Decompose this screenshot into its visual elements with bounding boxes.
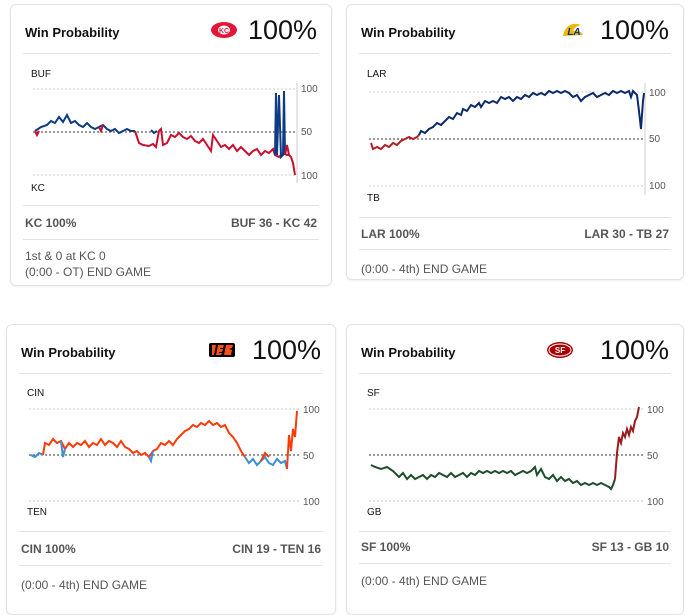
divider [23,53,319,54]
axis-label-50: 50 [301,127,313,138]
chiefs-logo-icon: KC [211,22,237,38]
status-line: (0:00 - 4th) END GAME [361,574,488,588]
bottom-team-segment [30,451,44,459]
axis-label-100-bottom: 100 [301,171,318,182]
win-percent: 100% [251,335,321,365]
winner-text: LAR 100% [361,227,420,241]
win-percent: 100% [247,15,317,45]
top-team-line [42,419,246,459]
divider [19,373,323,374]
bottom-team-line [370,134,420,151]
score-text: BUF 36 - KC 42 [230,216,317,230]
divider [19,531,323,532]
status-line: (0:00 - 4th) END GAME [21,578,148,592]
axis-label-100-bottom: 100 [303,497,320,508]
game-status: (0:00 - 4th) END GAME [361,573,487,589]
divider [359,217,671,218]
card-title: Win Probability [21,345,116,360]
bottom-team-label: KC [31,183,45,194]
bottom-team-end [284,144,296,176]
top-team-line [418,89,645,136]
score-text: CIN 19 - TEN 16 [232,542,321,556]
winner-text: CIN 100% [21,542,76,556]
axis-label-100-bottom: 100 [649,181,666,192]
top-team-segment [150,129,158,135]
game-status: 1st & 0 at KC 0 (0:00 - OT) END GAME [25,248,151,280]
divider [359,249,671,250]
divider [359,531,671,532]
top-team-end [286,410,298,470]
winner-text: SF 100% [361,540,411,554]
axis-label-100-top: 100 [647,405,664,416]
status-line: (0:00 - OT) END GAME [25,265,152,279]
score-text: SF 13 - GB 10 [591,540,669,554]
axis-label-100-top: 100 [301,84,318,95]
top-team-label: CIN [27,388,45,399]
status-line: 1st & 0 at KC 0 [25,249,106,263]
divider [23,205,319,206]
axis-label-100-bottom: 100 [647,497,664,508]
divider [359,563,671,564]
card-title: Win Probability [361,345,456,360]
49ers-logo-icon: SF [547,342,573,358]
axis-label-50: 50 [647,451,659,462]
win-probability-chart: 100 50 100 [33,83,318,183]
axis-label-50: 50 [649,134,661,145]
svg-text:SF: SF [555,346,565,355]
bottom-team-line [134,126,289,159]
top-team-label: SF [367,388,380,399]
win-percent: 100% [599,335,669,365]
bottom-team-segment [244,455,288,470]
divider [359,373,671,374]
status-line: (0:00 - 4th) END GAME [361,262,488,276]
top-team-label: LAR [367,69,387,80]
bottom-team-segment [98,124,104,134]
bottom-team-label: TEN [27,507,47,518]
win-probability-card-lar-tb: Win Probability LA 100% LAR TB 100 50 10… [346,4,684,280]
top-team-segment [260,451,270,462]
bottom-team-segment [148,450,154,465]
win-probability-chart: 100 50 100 [369,83,666,195]
bengals-logo-icon [209,343,235,357]
win-probability-card-cin-ten: Win Probability 100% CIN TEN 100 50 100 … [6,324,336,615]
card-title: Win Probability [361,25,456,40]
axis-label-100-top: 100 [649,88,666,99]
rams-logo-icon: LA [563,23,583,38]
bottom-team-line [370,464,616,491]
top-team-line [614,406,640,480]
bottom-team-label: TB [367,193,380,204]
svg-text:LA: LA [567,27,580,38]
top-team-label: BUF [31,69,51,80]
axis-label-100-top: 100 [303,405,320,416]
card-title: Win Probability [25,25,120,40]
bottom-team-label: GB [367,507,382,518]
win-probability-card-sf-gb: Win Probability SF 100% SF GB 100 50 100… [346,324,684,615]
game-status: (0:00 - 4th) END GAME [21,577,147,593]
bottom-team-segment [60,440,66,458]
divider [23,239,319,240]
top-team-line [34,112,135,135]
win-probability-card-buf-kc: Win Probability KC 100% BUF KC 100 50 10… [10,4,332,286]
bottom-team-segment [34,130,40,138]
winner-text: KC 100% [25,216,77,230]
axis-label-50: 50 [303,451,315,462]
divider [359,53,671,54]
win-percent: 100% [599,15,669,45]
score-text: LAR 30 - TB 27 [584,227,669,241]
win-probability-chart: 100 50 100 [29,405,320,508]
game-status: (0:00 - 4th) END GAME [361,261,487,277]
top-team-spike [274,90,286,160]
divider [19,565,323,566]
win-probability-chart: 100 50 100 [369,405,664,508]
svg-text:KC: KC [219,28,229,35]
